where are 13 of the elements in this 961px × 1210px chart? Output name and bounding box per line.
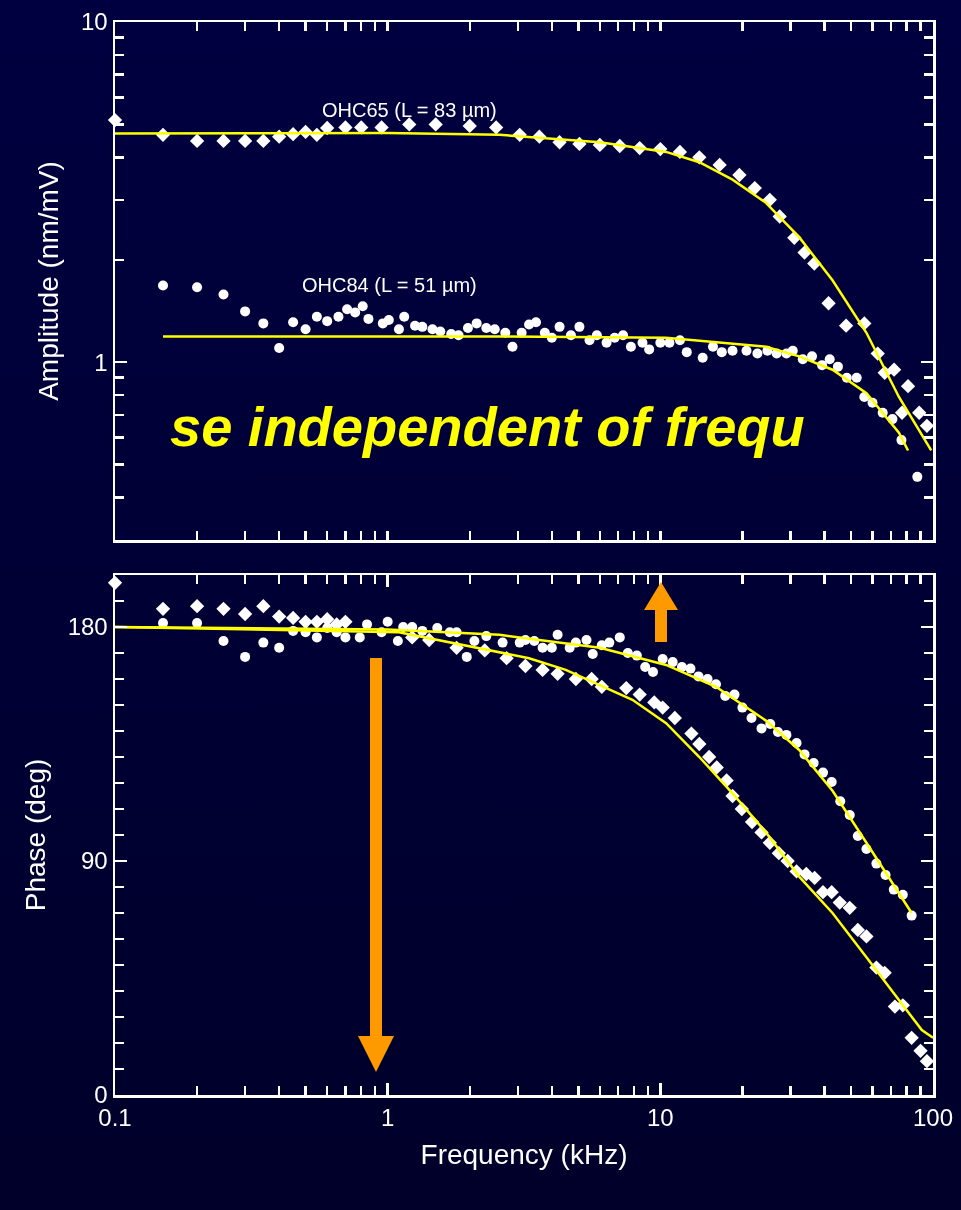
y-tick-label: 90 bbox=[81, 847, 108, 875]
annotation: se independent of frequ bbox=[170, 395, 805, 458]
series-label: OHC84 (L = 51 µm) bbox=[302, 274, 477, 296]
x-tick-label: 100 bbox=[912, 1104, 954, 1132]
y-tick-label: 1 bbox=[94, 348, 108, 376]
series-label: OHC65 (L = 83 µm) bbox=[322, 99, 497, 121]
y-axis-title: Phase (deg) bbox=[20, 758, 52, 912]
y-axis-title: Amplitude (nm/mV) bbox=[33, 161, 65, 401]
x-axis-title: Frequency (kHz) bbox=[420, 1138, 628, 1170]
x-tick-label: 10 bbox=[646, 1104, 674, 1132]
y-tick-label: 10 bbox=[81, 8, 108, 36]
x-tick-label: 1 bbox=[380, 1104, 395, 1132]
y-tick-label: 180 bbox=[67, 613, 108, 641]
